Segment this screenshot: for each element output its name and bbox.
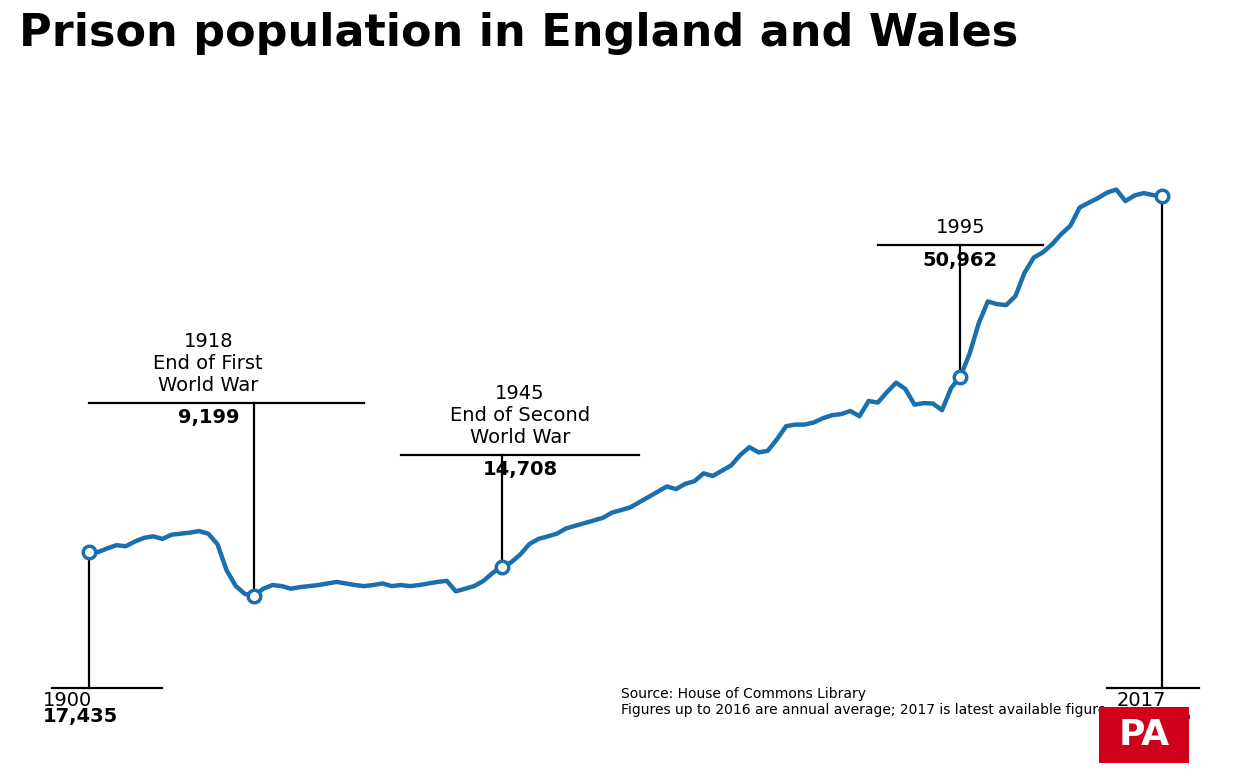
Text: 1900: 1900 — [43, 691, 92, 710]
Text: 1918
End of First
World War: 1918 End of First World War — [154, 332, 263, 395]
Text: Prison population in England and Wales: Prison population in England and Wales — [19, 12, 1018, 54]
Text: 50,962: 50,962 — [923, 250, 997, 270]
Text: 85,375: 85,375 — [1117, 707, 1191, 726]
Text: 1945
End of Second
World War: 1945 End of Second World War — [450, 384, 590, 447]
Text: 2017: 2017 — [1117, 691, 1166, 710]
Text: 9,199: 9,199 — [178, 408, 238, 427]
Text: 1995: 1995 — [935, 218, 985, 238]
Text: 17,435: 17,435 — [43, 707, 118, 726]
Text: PA: PA — [1118, 718, 1170, 752]
Text: 14,708: 14,708 — [483, 460, 558, 479]
Text: Source: House of Commons Library
Figures up to 2016 are annual average; 2017 is : Source: House of Commons Library Figures… — [621, 687, 1107, 717]
